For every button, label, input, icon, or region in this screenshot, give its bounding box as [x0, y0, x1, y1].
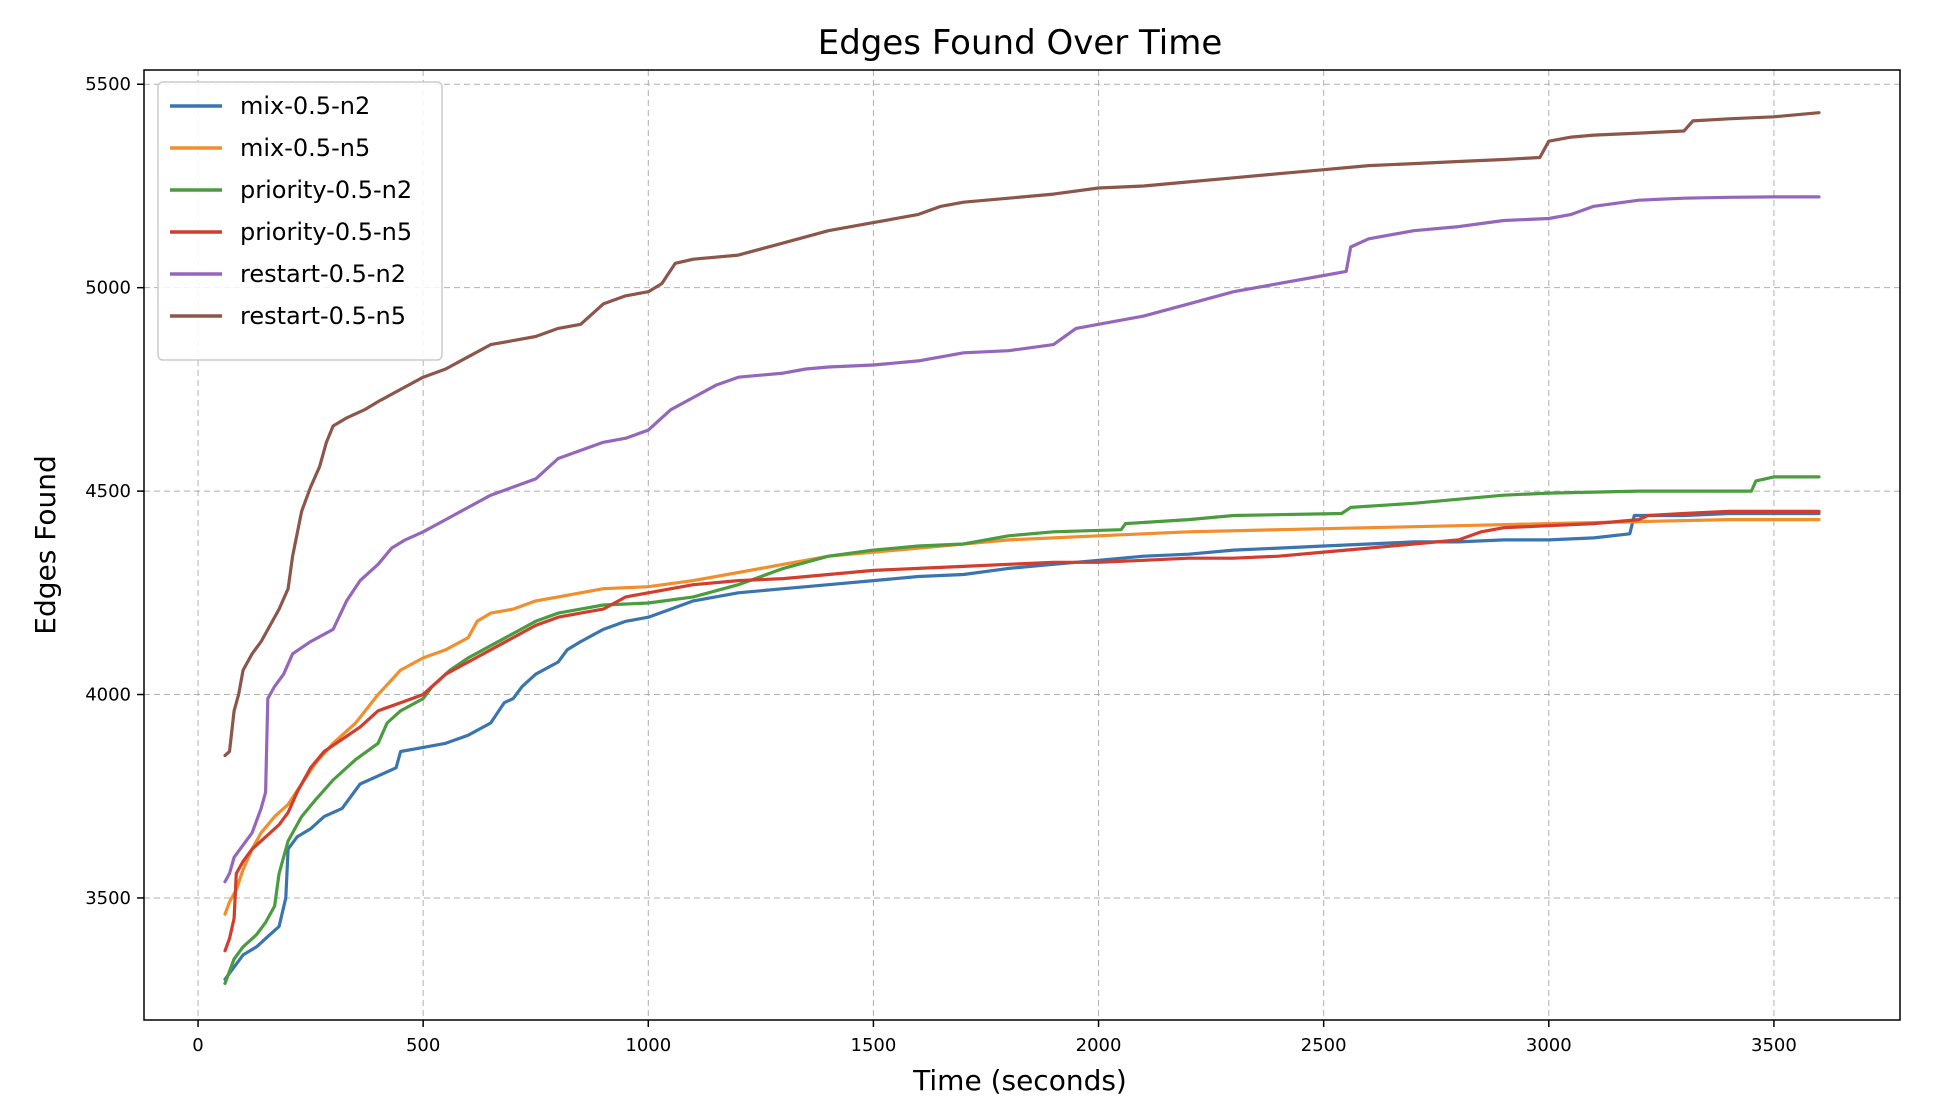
legend: mix-0.5-n2 mix-0.5-n5 priority-0.5-n2 prior…: [157, 81, 443, 361]
y-tick-label: 5500: [85, 74, 131, 95]
legend-label: priority-0.5-n5: [240, 218, 412, 246]
y-tick-label: 4500: [85, 481, 131, 502]
legend-label: restart-0.5-n2: [240, 260, 406, 288]
x-tick-label: 2500: [1301, 1035, 1347, 1056]
legend-label: mix-0.5-n5: [240, 134, 370, 162]
ticks-layer: 0 500 1000 1500 2000 2500 3000 3500 3500 4000 4500…: [85, 74, 1797, 1056]
x-axis-title: Time (seconds): [912, 1064, 1127, 1097]
series-line-priority-0.5-n5: [223, 509, 1821, 953]
chart-title: Edges Found Over Time: [818, 23, 1223, 63]
series-line-restart-0.5-n2: [223, 195, 1821, 884]
x-tick-label: 3000: [1526, 1035, 1572, 1056]
series-line-mix-0.5-n5: [223, 518, 1821, 916]
series-layer: [223, 111, 1821, 985]
x-tick-label: 1500: [851, 1035, 897, 1056]
x-tick-label: 500: [406, 1035, 440, 1056]
plot-frame: [143, 69, 1901, 1021]
y-tick-label: 5000: [85, 278, 131, 299]
legend-label: priority-0.5-n2: [240, 176, 412, 204]
legend-box: [157, 81, 443, 361]
legend-label: mix-0.5-n2: [240, 92, 370, 120]
y-axis-title: Edges Found: [29, 455, 62, 634]
x-tick-label: 3500: [1751, 1035, 1797, 1056]
legend-label: restart-0.5-n5: [240, 302, 406, 330]
x-tick-label: 0: [192, 1035, 203, 1056]
x-tick-label: 2000: [1076, 1035, 1122, 1056]
x-tick-label: 1000: [625, 1035, 671, 1056]
series-line-restart-0.5-n5: [223, 111, 1821, 758]
y-tick-label: 4000: [85, 685, 131, 706]
y-tick-label: 3500: [85, 888, 131, 909]
series-line-priority-0.5-n2: [223, 475, 1821, 985]
